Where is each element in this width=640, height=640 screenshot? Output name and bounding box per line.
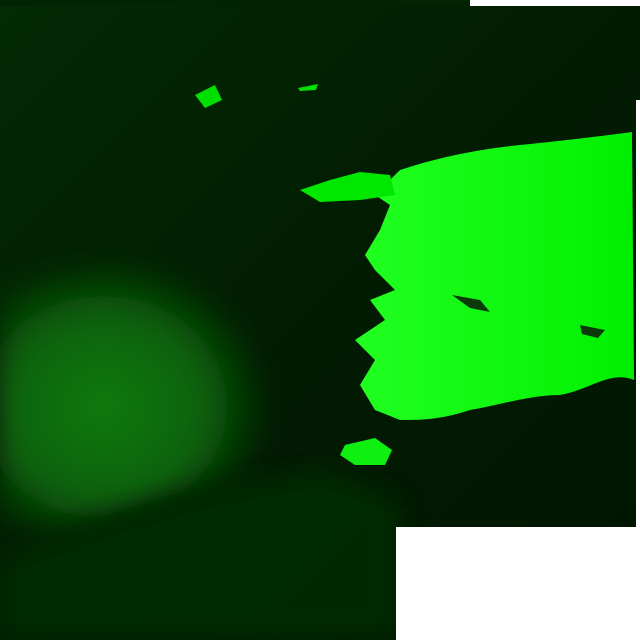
dark-band-lower	[0, 470, 400, 640]
nodata-top-strip	[470, 0, 640, 6]
bright-cloud-mass	[355, 132, 634, 420]
cloud-fragment-small-1	[195, 85, 222, 108]
cloud-fragment-lower	[340, 438, 392, 465]
cloud-gap-1	[452, 295, 490, 312]
top-nodata-strip-left	[0, 0, 470, 6]
nodata-bottom-right	[396, 527, 640, 640]
cloud-fragment-small-2	[298, 84, 318, 91]
cloud-fragment-top	[300, 172, 395, 202]
haze-region	[0, 206, 370, 540]
cloud-gap-2	[580, 325, 605, 338]
nodata-right-edge	[636, 100, 640, 640]
